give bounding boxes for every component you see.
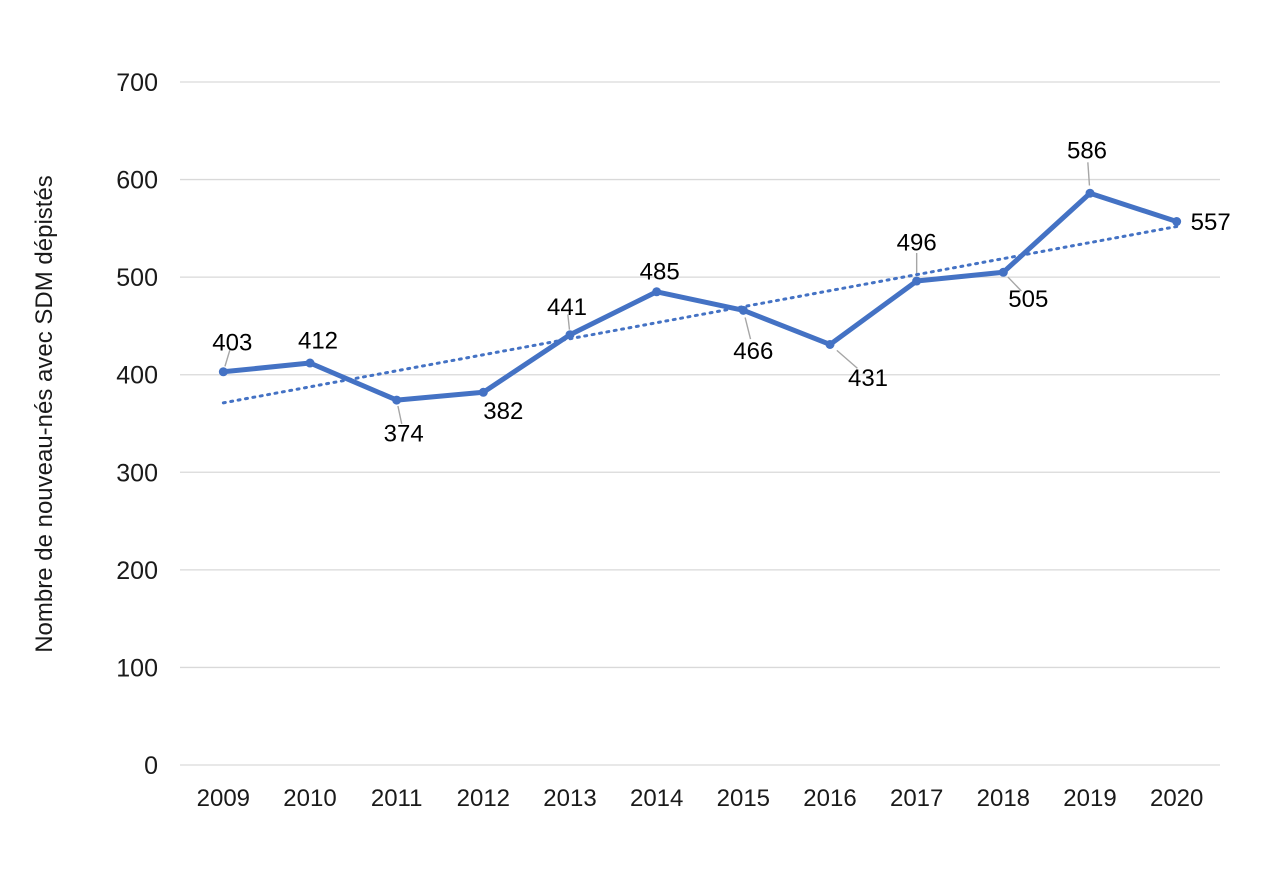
y-tick-label: 400 — [116, 362, 158, 390]
gridlines-layer — [180, 81, 1220, 766]
trendline-layer — [221, 225, 1179, 405]
x-tick-label: 2011 — [371, 785, 423, 812]
trendline — [221, 225, 1179, 405]
y-tick-label: 200 — [116, 557, 158, 585]
x-tick-label: 2012 — [457, 785, 510, 812]
y-tick-label: 500 — [116, 264, 158, 292]
leader-lines-layer — [224, 162, 1091, 424]
x-tick-label: 2009 — [197, 785, 250, 812]
data-point-label: 466 — [733, 338, 773, 365]
data-point-marker — [912, 276, 922, 286]
data-point-marker — [825, 339, 835, 349]
series-line — [220, 190, 1180, 403]
data-point-label: 586 — [1067, 138, 1107, 165]
data-point-marker — [738, 305, 748, 315]
y-tick-label: 0 — [144, 752, 158, 780]
data-point-label: 431 — [848, 365, 888, 392]
axes-layer: 0 100 200 300 400 500 600 700 2009 2010 2011 2012 20… — [116, 69, 1203, 812]
x-tick-label: 2016 — [803, 785, 856, 812]
x-tick-label: 2015 — [717, 785, 770, 812]
leader-line — [397, 405, 403, 424]
data-point-marker — [218, 367, 228, 377]
data-point-label: 403 — [212, 329, 252, 356]
x-tick-label: 2013 — [543, 785, 596, 812]
data-point-label: 374 — [384, 421, 424, 448]
x-tick-label: 2019 — [1063, 785, 1116, 812]
data-point-marker — [1085, 188, 1095, 198]
data-point-label: 496 — [897, 230, 937, 257]
leader-line — [1007, 276, 1022, 292]
leader-line — [1087, 162, 1091, 186]
y-tick-label: 100 — [116, 654, 158, 682]
x-tick-label: 2018 — [977, 785, 1030, 812]
data-point-label: 557 — [1191, 209, 1231, 236]
y-tick-label: 700 — [116, 69, 158, 97]
x-tick-label: 2014 — [630, 785, 683, 812]
leader-line — [567, 314, 571, 330]
data-labels-layer: 403 412 374 382 441 485 466 431 496 505 586 557 — [212, 138, 1230, 448]
x-tick-label: 2010 — [283, 785, 336, 812]
y-axis-title: Nombre de nouveau-nés avec SDM dépistés — [31, 175, 58, 653]
y-tick-label: 300 — [116, 459, 158, 487]
y-tick-label: 600 — [116, 167, 158, 195]
data-point-marker — [652, 287, 662, 297]
data-point-label: 485 — [640, 258, 680, 285]
x-tick-label: 2017 — [890, 785, 943, 812]
data-point-marker — [478, 387, 488, 397]
data-point-marker — [305, 358, 315, 368]
x-tick-label: 2020 — [1150, 785, 1203, 812]
data-series-layer — [218, 188, 1182, 405]
data-point-marker — [1172, 217, 1182, 227]
data-point-marker — [392, 395, 402, 405]
leader-line — [836, 349, 858, 369]
data-point-label: 382 — [483, 398, 523, 425]
leader-line — [224, 349, 231, 367]
data-point-marker — [998, 267, 1008, 277]
data-point-marker — [565, 330, 575, 340]
data-point-label: 412 — [298, 328, 338, 355]
data-point-label: 441 — [547, 294, 587, 321]
leader-line — [744, 317, 752, 340]
data-point-label: 505 — [1008, 286, 1048, 313]
